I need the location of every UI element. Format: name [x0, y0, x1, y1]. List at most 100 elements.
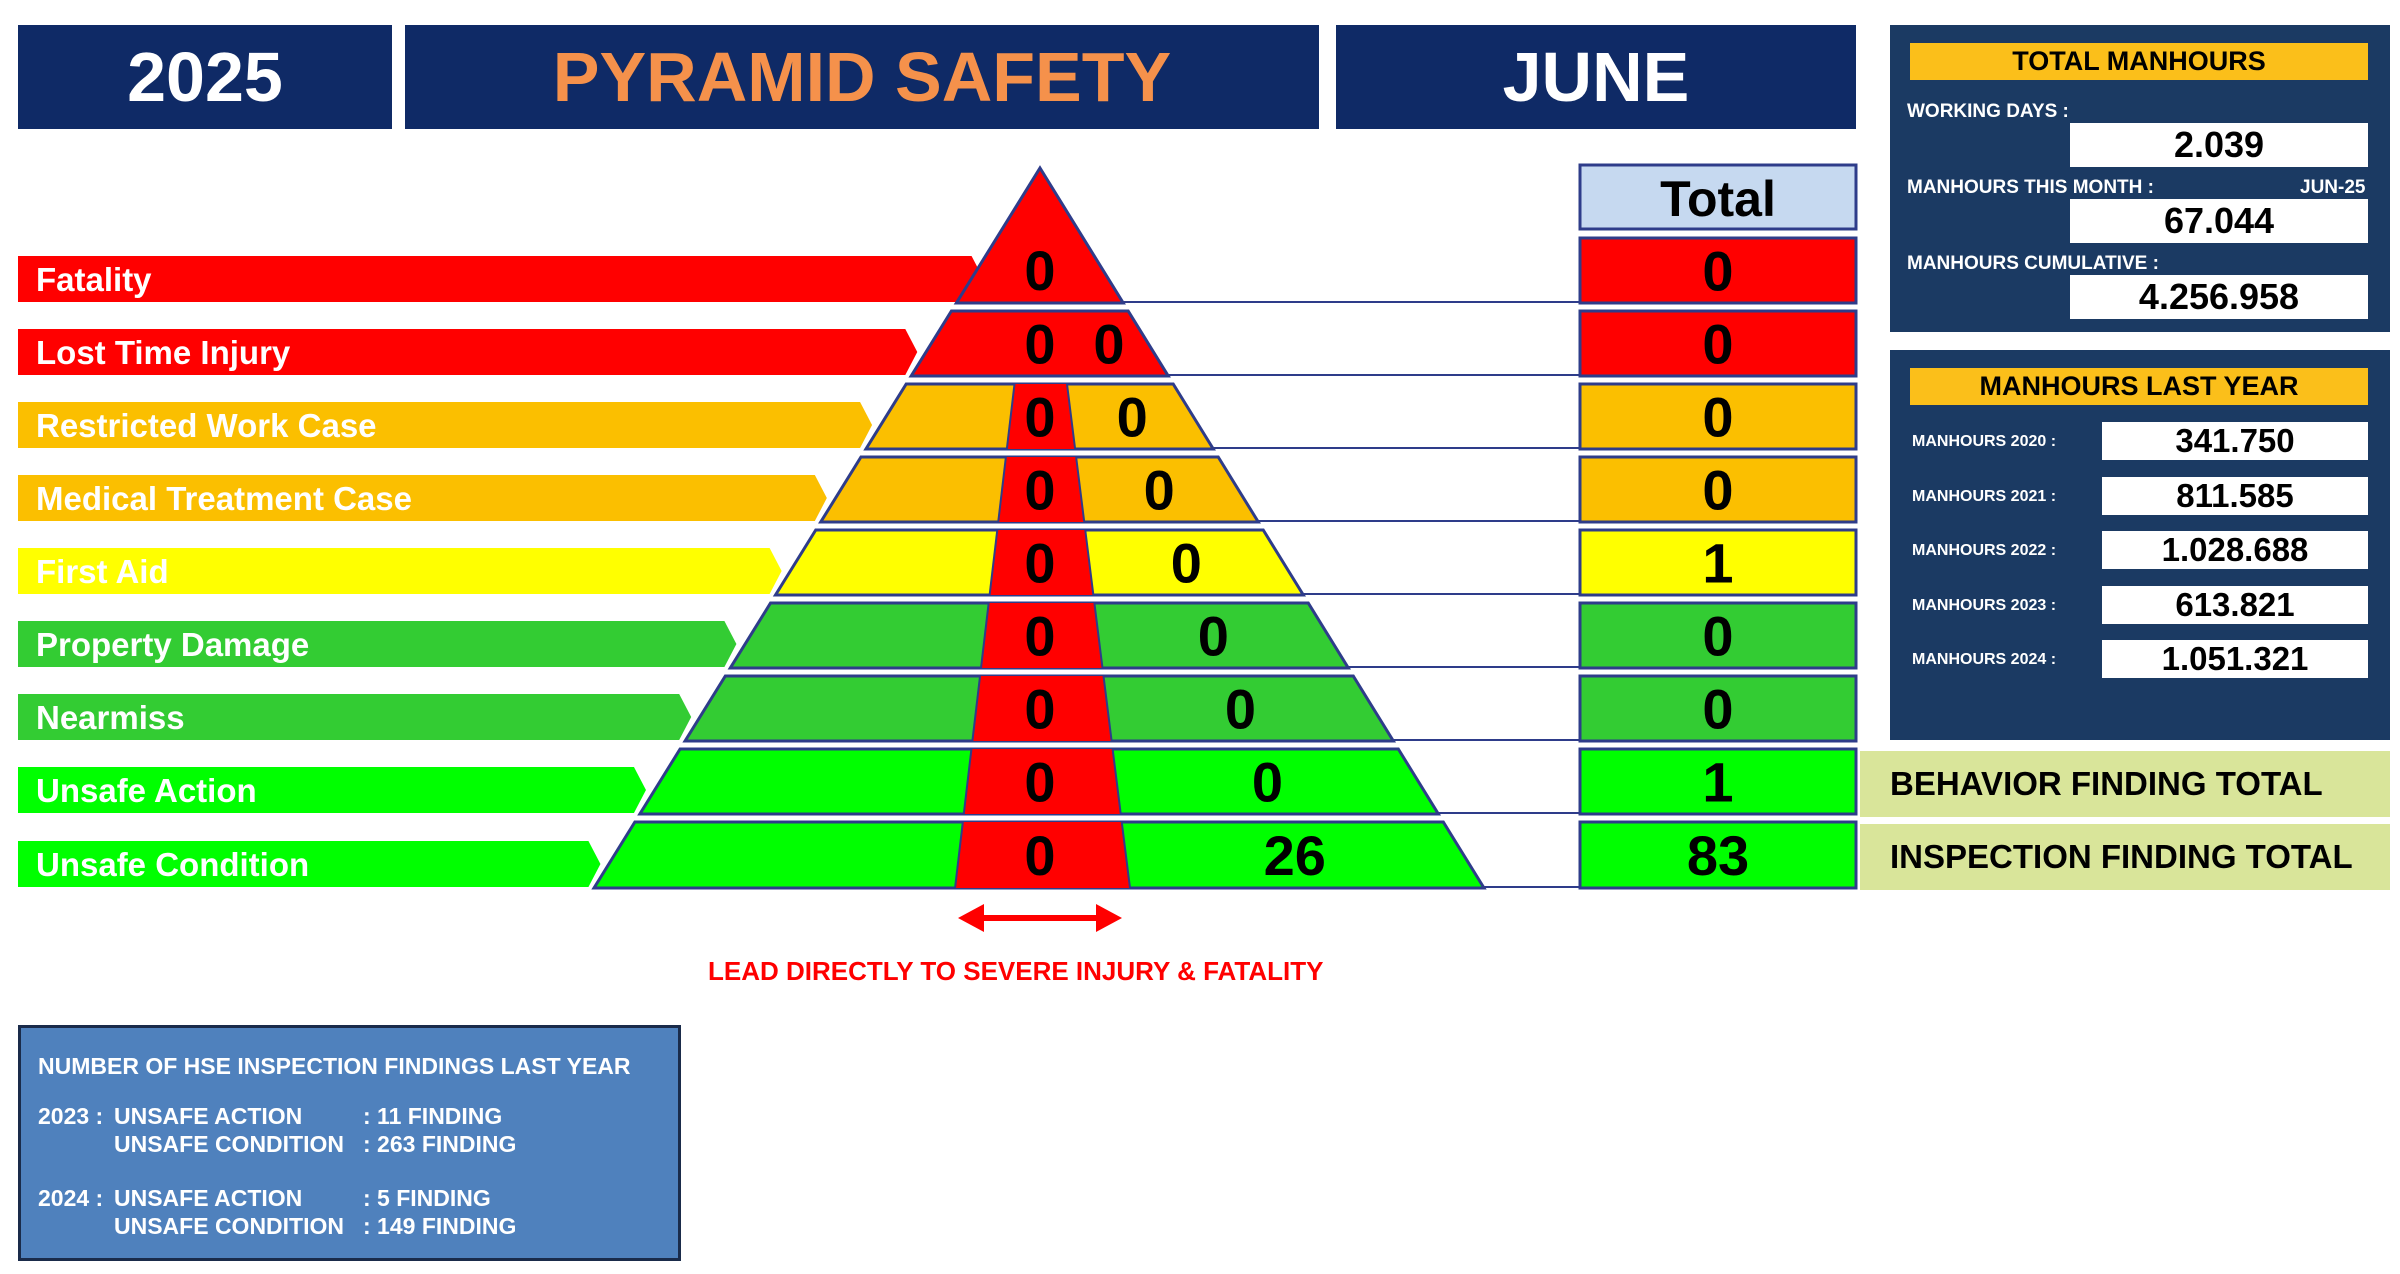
band-divider [1111, 748, 1122, 815]
pyramid-value: 0 [1252, 751, 1283, 814]
category-arrow [18, 256, 984, 302]
pyramid-value: 0 [1024, 824, 1055, 887]
category-label: Fatality [36, 261, 152, 298]
history-2024-action: UNSAFE ACTION [114, 1185, 303, 1211]
manhours-year-label: MANHOURS 2021 : [1912, 487, 2057, 505]
band-divider [1005, 383, 1016, 450]
history-2023-action-value: : 11 FINDING [363, 1103, 503, 1129]
month-header: JUNE [1336, 25, 1856, 129]
total-box [1578, 528, 1858, 597]
manhours-year-value: 613.821 [2102, 585, 2368, 624]
category-label: Unsafe Action [36, 772, 257, 809]
pyramid-value: 0 [1024, 751, 1055, 814]
total-box [1578, 309, 1858, 378]
history-2024-action-value: : 5 FINDING [363, 1185, 491, 1211]
total-box [1578, 455, 1858, 524]
total-value: 0 [1702, 240, 1733, 303]
category-label: Property Damage [36, 626, 309, 663]
total-header-box [1578, 163, 1858, 231]
arrow-head-left [958, 904, 984, 932]
severe-center-band [955, 822, 1130, 888]
history-2023-label: 2023 : [38, 1103, 104, 1129]
total-header: Total [1660, 171, 1776, 227]
band-divider [1066, 383, 1077, 450]
behavior-finding-total-label: BEHAVIOR FINDING TOTAL [1860, 751, 2390, 817]
category-arrow [18, 329, 918, 375]
total-value: 83 [1687, 824, 1749, 887]
manhours-year-value: 1.051.321 [2102, 640, 2368, 678]
pyramid-level [953, 165, 1126, 305]
band-divider [980, 602, 990, 669]
category-label: Unsafe Condition [36, 846, 309, 883]
category-arrow [18, 767, 646, 813]
category-arrow [18, 402, 873, 448]
history-2023-condition: UNSAFE CONDITION [114, 1131, 344, 1157]
band-divider [1102, 675, 1113, 742]
manhours-this-month-value: 67.044 [2070, 199, 2368, 243]
category-label: Restricted Work Case [36, 407, 377, 444]
category-arrow [18, 475, 827, 521]
page-title: PYRAMID SAFETY [552, 38, 1172, 116]
total-manhours-panel: TOTAL MANHOURS WORKING DAYS : 2.039 MANH… [1890, 25, 2390, 332]
inspection-finding-text: INSPECTION FINDING TOTAL [1890, 838, 2353, 875]
total-value: 0 [1702, 313, 1733, 376]
manhours-year-label: MANHOURS 2022 : [1912, 542, 2057, 559]
pyramid-value: 26 [1264, 824, 1326, 887]
total-box [1578, 601, 1858, 670]
pyramid-level [908, 309, 1171, 378]
category-arrow [18, 841, 601, 887]
manhours-year-label: MANHOURS 2024 : [1912, 651, 2057, 668]
history-2023-condition-value: : 263 FINDING [363, 1131, 517, 1157]
pyramid-value: 0 [1024, 459, 1055, 522]
manhours-year-label: MANHOURS 2020 : [1912, 433, 2057, 450]
pyramid-value: 0 [1144, 459, 1175, 522]
history-2023-action: UNSAFE ACTION [114, 1103, 303, 1129]
severe-center-band [963, 749, 1121, 814]
manhours-last-year-title: MANHOURS LAST YEAR [1910, 368, 2368, 405]
manhours-cumulative-label: MANHOURS CUMULATIVE : [1907, 253, 2159, 274]
severe-center-band [981, 603, 1103, 668]
total-value: 0 [1702, 386, 1733, 449]
pyramid-value: 0 [1024, 605, 1055, 668]
hse-findings-history-box: NUMBER OF HSE INSPECTION FINDINGS LAST Y… [18, 1025, 681, 1261]
band-divider [988, 529, 999, 596]
manhours-this-month-period: JUN-25 [2300, 177, 2366, 198]
severe-center-band [989, 530, 1094, 595]
pyramid-value: 0 [1093, 313, 1124, 376]
year-header: 2025 [18, 25, 392, 129]
band-divider [997, 456, 1007, 523]
history-2024-label: 2024 : [38, 1185, 104, 1211]
pyramid-value: 0 [1024, 678, 1055, 741]
total-box [1578, 674, 1858, 743]
severe-center-band [998, 457, 1085, 522]
arrow-head-right [1096, 904, 1122, 932]
manhours-year-value: 1.028.688 [2102, 531, 2368, 569]
total-value: 0 [1702, 605, 1733, 668]
manhours-last-year-panel: MANHOURS LAST YEAR MANHOURS 2020 : 341.75… [1890, 350, 2390, 740]
band-divider [962, 748, 973, 815]
severity-note: LEAD DIRECTLY TO SEVERE INJURY & FATALIT… [708, 956, 1324, 986]
total-value: 0 [1702, 678, 1733, 741]
total-box [1578, 820, 1858, 890]
manhours-year-label: MANHOURS 2023 : [1912, 596, 2057, 614]
pyramid-value: 0 [1225, 678, 1256, 741]
severe-center-band [972, 676, 1112, 741]
manhours-cumulative-value: 4.256.958 [2070, 275, 2368, 319]
category-arrow [18, 548, 782, 594]
total-value: 0 [1702, 459, 1733, 522]
behavior-finding-text: BEHAVIOR FINDING TOTAL [1890, 765, 2323, 802]
year-text: 2025 [127, 38, 283, 116]
total-box [1578, 382, 1858, 451]
category-label: Medical Treatment Case [36, 480, 412, 517]
band-divider [1093, 602, 1104, 669]
category-arrow [18, 694, 692, 740]
history-2024-condition: UNSAFE CONDITION [114, 1213, 344, 1239]
band-divider [1075, 456, 1086, 523]
pyramid-value: 0 [1024, 386, 1055, 449]
working-days-label: WORKING DAYS : [1907, 101, 2069, 122]
history-title: NUMBER OF HSE INSPECTION FINDINGS LAST Y… [38, 1053, 631, 1079]
band-divider [1084, 529, 1095, 596]
total-box [1578, 747, 1858, 816]
title-header: PYRAMID SAFETY [405, 25, 1319, 129]
